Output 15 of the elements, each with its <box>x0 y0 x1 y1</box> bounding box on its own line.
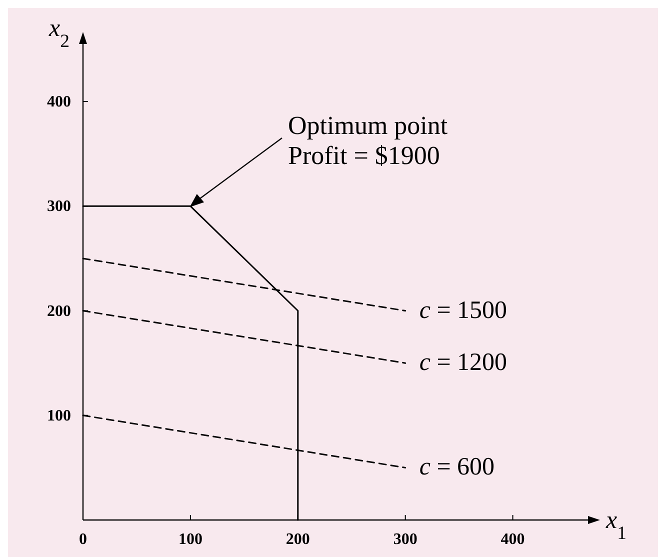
y-tick-label: 100 <box>47 407 71 424</box>
series-label: c = 600 <box>419 454 495 481</box>
x-axis-title: x$_{1}$ <box>605 507 626 544</box>
y-tick-label: 400 <box>47 94 71 111</box>
y-tick-label: 300 <box>47 198 71 216</box>
x-tick-label: 100 <box>178 531 202 548</box>
x-tick-label: 400 <box>500 531 525 548</box>
x-tick-label: 0 <box>79 531 87 548</box>
x-tick-label: 200 <box>286 531 310 548</box>
x-tick-label: 300 <box>393 531 418 548</box>
annotation: Optimum point Profit = $1900 <box>288 111 448 170</box>
series-label: c = 1200 <box>419 349 508 376</box>
y-axis-title: x$_{2}$ <box>48 15 70 52</box>
series-label: c = 1500 <box>419 296 508 324</box>
y-tick-label: 200 <box>47 302 71 320</box>
